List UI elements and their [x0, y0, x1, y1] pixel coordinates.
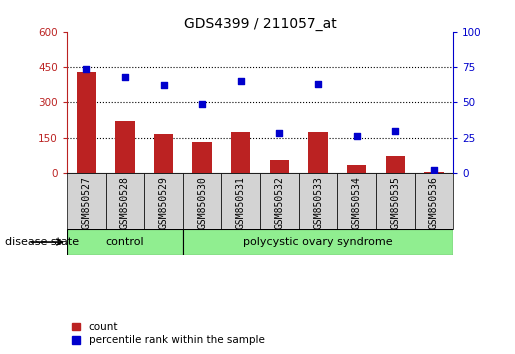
Text: GSM850528: GSM850528 [120, 176, 130, 229]
Bar [386, 156, 405, 173]
Text: GSM850533: GSM850533 [313, 176, 323, 229]
Bar [154, 134, 173, 173]
Point [275, 131, 283, 136]
Text: GSM850534: GSM850534 [352, 176, 362, 229]
Title: GDS4399 / 211057_at: GDS4399 / 211057_at [184, 17, 336, 31]
Point [198, 101, 206, 107]
Point [391, 128, 400, 133]
Bar [67, 229, 183, 255]
Bar [299, 173, 337, 229]
Point [314, 81, 322, 87]
Bar [115, 121, 134, 173]
Bar [308, 132, 328, 173]
Text: GSM850532: GSM850532 [274, 176, 284, 229]
Text: disease state: disease state [5, 237, 79, 247]
Bar [193, 142, 212, 173]
Legend: count, percentile rank within the sample: count, percentile rank within the sample [72, 322, 265, 345]
Text: GSM850536: GSM850536 [429, 176, 439, 229]
Text: GSM850531: GSM850531 [236, 176, 246, 229]
Bar [347, 165, 366, 173]
Bar [424, 172, 443, 173]
Text: GSM850530: GSM850530 [197, 176, 207, 229]
Bar [270, 160, 289, 173]
Bar [376, 173, 415, 229]
Bar [221, 173, 260, 229]
Bar [415, 173, 453, 229]
Bar [260, 173, 299, 229]
Bar [144, 173, 183, 229]
Point [430, 167, 438, 173]
Point [236, 78, 245, 84]
Text: GSM850527: GSM850527 [81, 176, 91, 229]
Text: GSM850529: GSM850529 [159, 176, 168, 229]
Text: GSM850535: GSM850535 [390, 176, 400, 229]
Text: polycystic ovary syndrome: polycystic ovary syndrome [243, 237, 393, 247]
Point [352, 133, 360, 139]
Point [82, 66, 91, 72]
Bar [183, 229, 453, 255]
Text: control: control [106, 237, 144, 247]
Bar [231, 132, 250, 173]
Bar [183, 173, 221, 229]
Bar [337, 173, 376, 229]
Bar [77, 72, 96, 173]
Point [121, 74, 129, 80]
Point [159, 82, 167, 88]
Bar [106, 173, 144, 229]
Bar [67, 173, 106, 229]
